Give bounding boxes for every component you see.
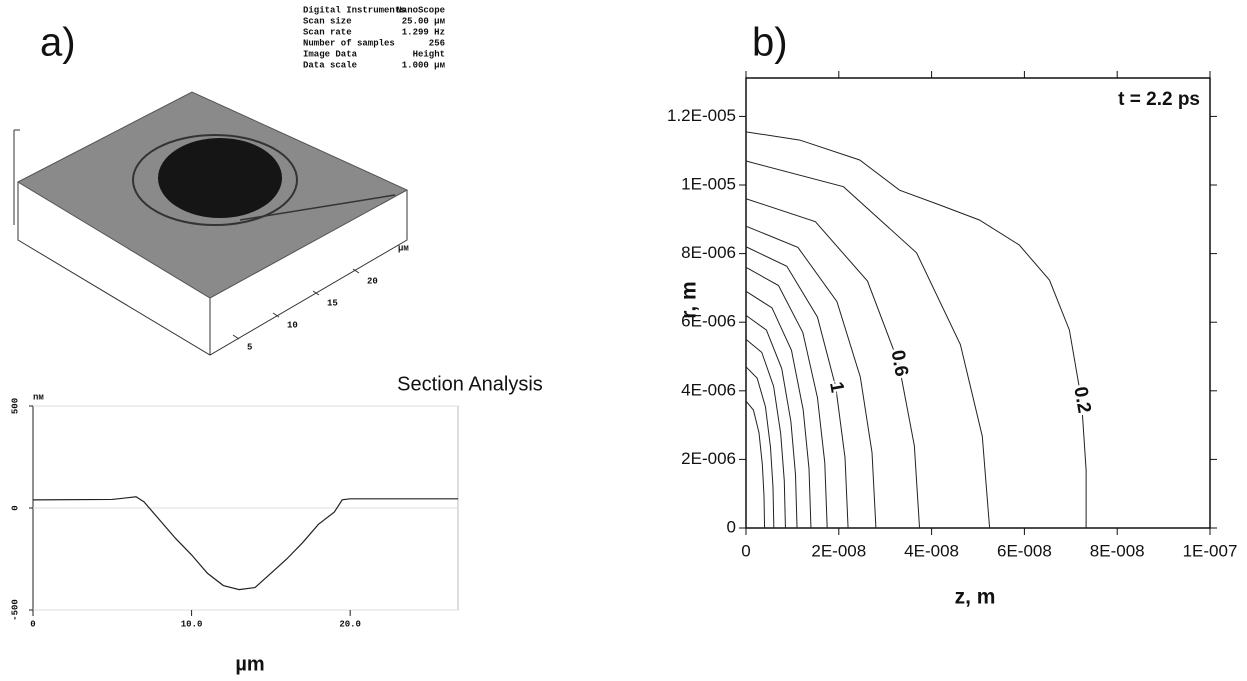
contour-line xyxy=(745,225,877,529)
contour-label: 0.6 xyxy=(887,348,912,378)
info-value: 1.000 µм xyxy=(402,60,445,70)
info-key: Image Data xyxy=(303,49,358,59)
x-tick-label: 2E-008 xyxy=(811,541,866,560)
x-tick-label: 1E-007 xyxy=(1183,541,1238,560)
contour-line xyxy=(745,131,1087,528)
afm-tick xyxy=(312,290,320,296)
info-key: Number of samples xyxy=(303,38,395,48)
chart-title: Section Analysis xyxy=(397,373,543,395)
info-value: 256 xyxy=(429,38,445,48)
y-tick-label: 500 xyxy=(10,398,20,414)
info-key: Data scale xyxy=(303,60,357,70)
x-tick-label: 20.0 xyxy=(339,619,361,629)
afm-tick-label: 5 xyxy=(247,342,252,352)
info-value: 1.299 Hz xyxy=(402,27,445,37)
contour-line xyxy=(745,266,828,529)
plot-frame xyxy=(745,77,1211,529)
y-tick-label: 1E-005 xyxy=(681,174,736,193)
contour-line xyxy=(745,198,921,529)
x-tick-label: 0 xyxy=(741,541,750,560)
info-value: NanoScope xyxy=(396,5,445,15)
x-tick-label: 8E-008 xyxy=(1090,541,1145,560)
x-label: µm xyxy=(235,653,264,675)
y-tick-label: 6E-006 xyxy=(681,312,736,331)
afm-unit: µм xyxy=(398,243,409,253)
contour-line xyxy=(745,314,798,529)
panel-label: a) xyxy=(40,21,76,65)
profile-line xyxy=(32,496,458,591)
y-tick-label: 1.2E-005 xyxy=(667,106,736,125)
x-tick-label: 4E-008 xyxy=(904,541,959,560)
y-tick-label: 0 xyxy=(10,505,20,510)
y-tick-label: 0 xyxy=(727,517,736,536)
info-value: 25.00 µм xyxy=(402,16,445,26)
panel-label: b) xyxy=(752,21,788,65)
contour-label: 1 xyxy=(825,380,848,394)
info-key: Digital Instruments xyxy=(303,5,406,15)
info-key: Scan rate xyxy=(303,27,352,37)
afm-tick xyxy=(352,268,360,274)
contour-line xyxy=(745,400,766,529)
contour-line xyxy=(745,290,812,529)
info-key: Scan size xyxy=(303,16,352,26)
y-label: r, m xyxy=(678,281,701,318)
contour-line xyxy=(745,338,786,529)
x-label: z, m xyxy=(955,586,996,609)
contour-line xyxy=(745,366,775,529)
x-tick-label: 0 xyxy=(30,619,35,629)
afm-tick xyxy=(272,312,280,318)
afm-tick-label: 10 xyxy=(287,320,298,330)
contour-label: 0.2 xyxy=(1069,385,1094,415)
afm-tick-label: 15 xyxy=(327,298,338,308)
y-tick-label: -500 xyxy=(10,599,20,621)
info-value: Height xyxy=(413,49,445,59)
x-tick-label: 6E-008 xyxy=(997,541,1052,560)
y-tick-label: 4E-006 xyxy=(681,380,736,399)
y-tick-label: 2E-006 xyxy=(681,449,736,468)
afm-surface xyxy=(13,91,409,356)
y-tick-label: 8E-006 xyxy=(681,243,736,262)
contour-line xyxy=(745,246,849,529)
afm-tick xyxy=(232,334,240,340)
contour-line xyxy=(745,160,991,529)
y-unit: nм xyxy=(33,392,44,402)
afm-tick-label: 20 xyxy=(367,276,378,286)
annotation: t = 2.2 ps xyxy=(1118,89,1200,110)
x-tick-label: 10.0 xyxy=(181,619,203,629)
